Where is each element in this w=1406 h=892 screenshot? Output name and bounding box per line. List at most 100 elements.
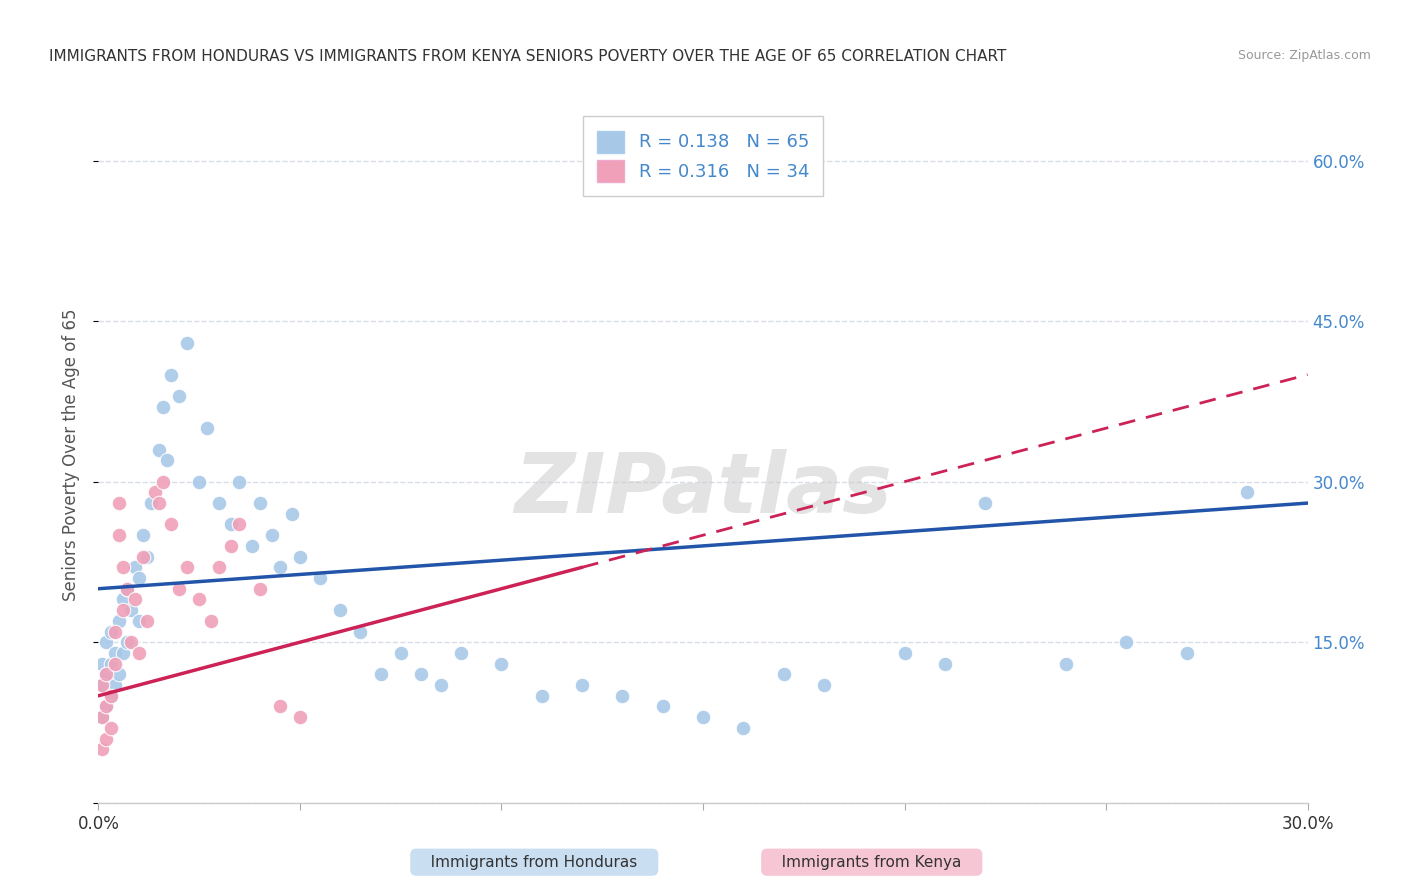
- Point: [188, 475, 211, 489]
- Point: [208, 560, 231, 574]
- Point: [96, 699, 118, 714]
- Point: [389, 646, 412, 660]
- Point: [107, 667, 129, 681]
- Point: [120, 635, 142, 649]
- Point: [96, 667, 118, 681]
- Point: [103, 657, 125, 671]
- Point: [208, 496, 231, 510]
- Point: [269, 560, 291, 574]
- Point: [135, 614, 157, 628]
- Point: [176, 560, 198, 574]
- Point: [124, 592, 146, 607]
- Point: [103, 624, 125, 639]
- Point: [100, 689, 122, 703]
- Point: [733, 721, 755, 735]
- Point: [612, 689, 634, 703]
- Point: [135, 549, 157, 564]
- Point: [450, 646, 472, 660]
- Point: [281, 507, 304, 521]
- Point: [91, 678, 114, 692]
- Point: [111, 603, 134, 617]
- Point: [221, 539, 243, 553]
- Point: [160, 368, 183, 382]
- Point: [115, 582, 138, 596]
- Point: [491, 657, 513, 671]
- Point: [195, 421, 218, 435]
- Point: [148, 496, 170, 510]
- Text: Immigrants from Honduras: Immigrants from Honduras: [416, 855, 652, 870]
- Point: [1175, 646, 1198, 660]
- Point: [107, 496, 129, 510]
- Point: [111, 592, 134, 607]
- Point: [651, 699, 673, 714]
- Point: [249, 496, 271, 510]
- Point: [100, 657, 122, 671]
- Point: [329, 603, 352, 617]
- Point: [974, 496, 997, 510]
- Point: [167, 582, 190, 596]
- Point: [152, 400, 174, 414]
- Point: [260, 528, 283, 542]
- Point: [893, 646, 915, 660]
- Point: [430, 678, 453, 692]
- Point: [96, 731, 118, 746]
- Point: [571, 678, 593, 692]
- Point: [100, 721, 122, 735]
- Point: [240, 539, 263, 553]
- Point: [167, 389, 190, 403]
- Point: [96, 667, 118, 681]
- Point: [120, 603, 142, 617]
- Point: [269, 699, 291, 714]
- Point: [156, 453, 179, 467]
- Y-axis label: Seniors Poverty Over the Age of 65: Seniors Poverty Over the Age of 65: [62, 309, 80, 601]
- Legend: R = 0.138   N = 65, R = 0.316   N = 34: R = 0.138 N = 65, R = 0.316 N = 34: [582, 116, 824, 196]
- Point: [115, 582, 138, 596]
- Point: [692, 710, 714, 724]
- Point: [1054, 657, 1077, 671]
- Point: [91, 742, 114, 756]
- Point: [228, 517, 250, 532]
- Point: [124, 560, 146, 574]
- Point: [152, 475, 174, 489]
- Point: [1236, 485, 1258, 500]
- Point: [288, 549, 311, 564]
- Text: IMMIGRANTS FROM HONDURAS VS IMMIGRANTS FROM KENYA SENIORS POVERTY OVER THE AGE O: IMMIGRANTS FROM HONDURAS VS IMMIGRANTS F…: [49, 49, 1007, 64]
- Point: [228, 475, 250, 489]
- Point: [111, 646, 134, 660]
- Point: [128, 646, 150, 660]
- Point: [309, 571, 332, 585]
- Point: [530, 689, 553, 703]
- Point: [128, 614, 150, 628]
- Point: [200, 614, 222, 628]
- Point: [221, 517, 243, 532]
- Point: [349, 624, 371, 639]
- Point: [176, 335, 198, 350]
- Point: [91, 710, 114, 724]
- Text: ZIPatlas: ZIPatlas: [515, 450, 891, 530]
- Point: [188, 592, 211, 607]
- Point: [143, 485, 166, 500]
- Point: [132, 549, 155, 564]
- Point: [107, 528, 129, 542]
- Point: [115, 635, 138, 649]
- Point: [160, 517, 183, 532]
- Text: Immigrants from Kenya: Immigrants from Kenya: [768, 855, 976, 870]
- Point: [91, 710, 114, 724]
- Point: [772, 667, 794, 681]
- Point: [96, 635, 118, 649]
- Point: [288, 710, 311, 724]
- Point: [107, 614, 129, 628]
- Point: [100, 689, 122, 703]
- Text: Source: ZipAtlas.com: Source: ZipAtlas.com: [1237, 49, 1371, 62]
- Point: [409, 667, 432, 681]
- Point: [100, 624, 122, 639]
- Point: [139, 496, 162, 510]
- Point: [91, 678, 114, 692]
- Point: [934, 657, 956, 671]
- Point: [128, 571, 150, 585]
- Point: [103, 678, 125, 692]
- Point: [132, 528, 155, 542]
- Point: [91, 657, 114, 671]
- Point: [1115, 635, 1137, 649]
- Point: [370, 667, 392, 681]
